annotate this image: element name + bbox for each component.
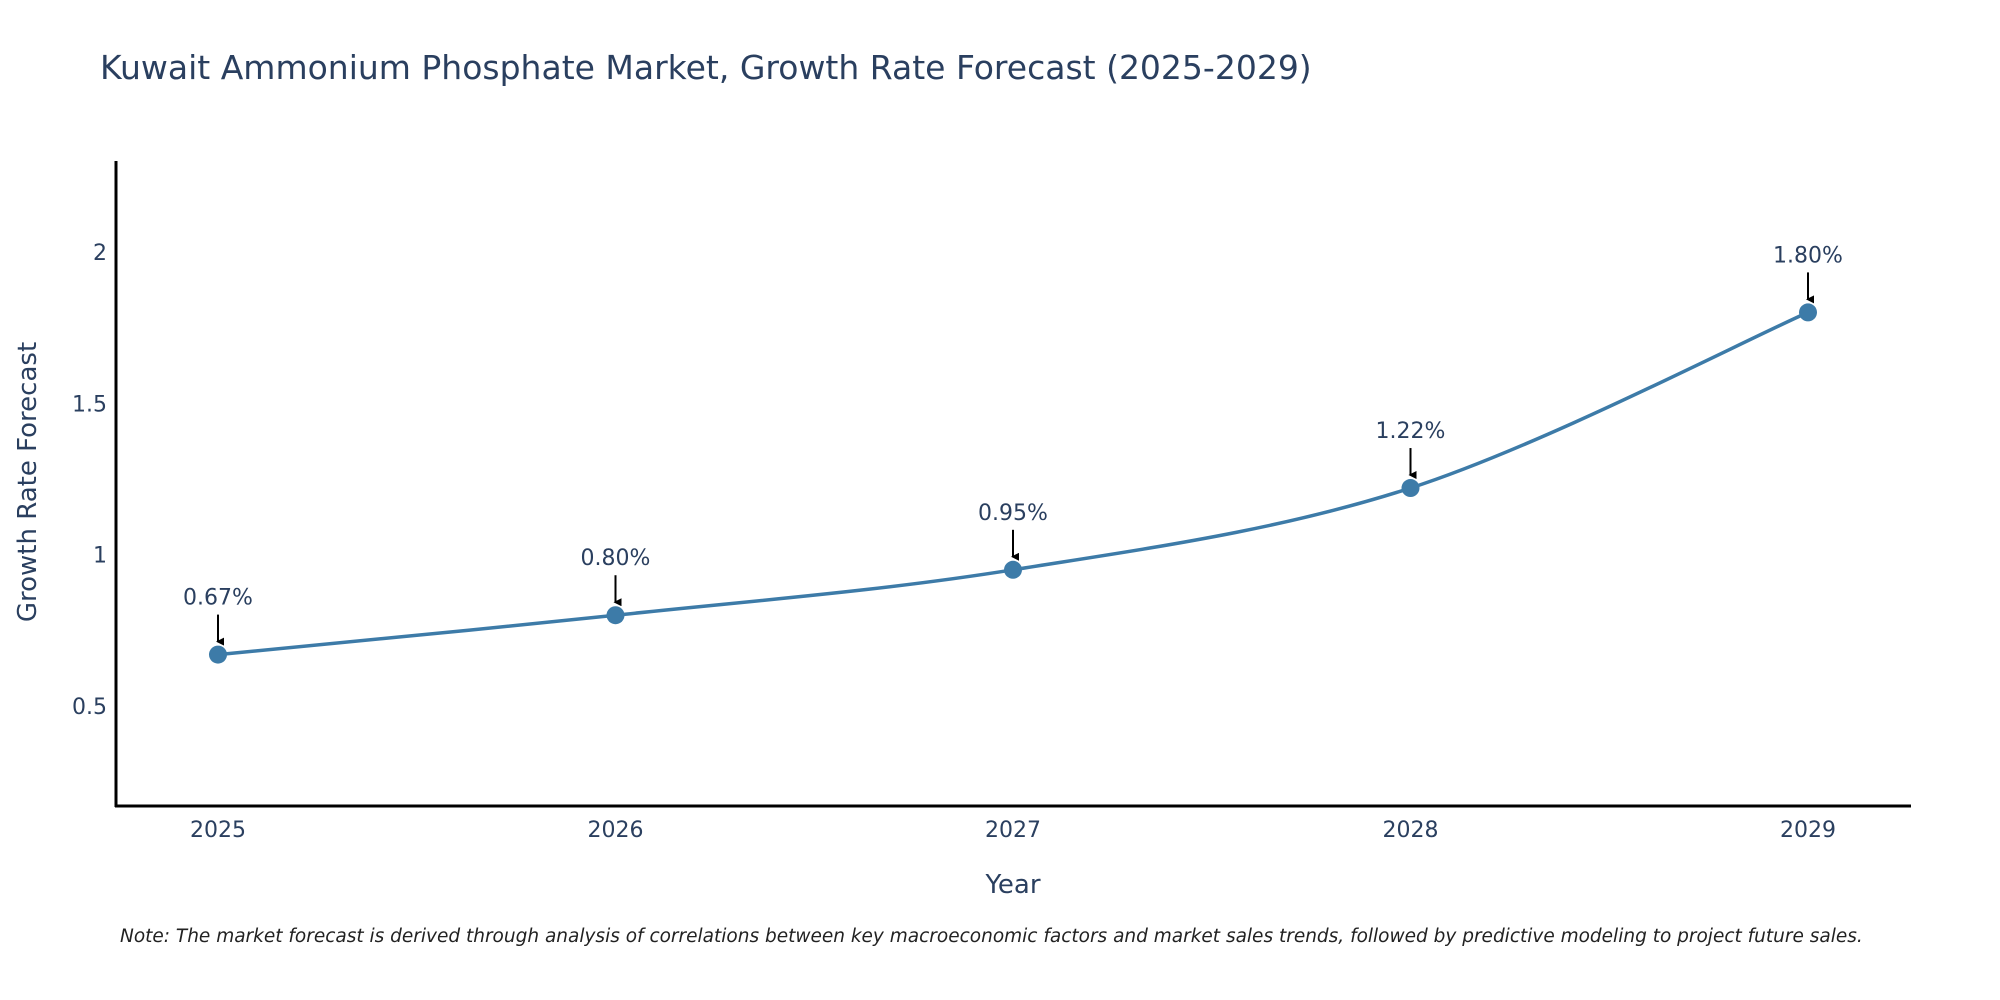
data-label: 0.95% <box>978 501 1048 526</box>
x-tick-label: 2026 <box>588 818 644 843</box>
x-axis-title: Year <box>984 870 1040 900</box>
y-tick-label: 1.5 <box>72 392 107 417</box>
data-label: 1.22% <box>1376 419 1446 444</box>
chart-note: Note: The market forecast is derived thr… <box>120 926 1863 947</box>
y-axis-title: Growth Rate Forecast <box>13 342 43 622</box>
data-point <box>209 645 227 664</box>
data-point <box>1401 479 1420 498</box>
chart-title: Kuwait Ammonium Phosphate Market, Growth… <box>100 48 1312 87</box>
y-tick-label: 1 <box>93 544 107 569</box>
x-tick-label: 2025 <box>190 818 246 843</box>
x-tick-label: 2027 <box>985 818 1041 843</box>
y-tick-label: 2 <box>93 241 107 266</box>
data-point <box>606 606 625 625</box>
x-axis-ticks: 2025 2026 2027 2028 2029 <box>190 818 1836 843</box>
y-tick-label: 0.5 <box>72 695 107 720</box>
data-label: 0.67% <box>183 586 253 611</box>
data-point <box>1799 303 1817 322</box>
x-tick-label: 2029 <box>1780 818 1836 843</box>
y-axis-ticks: 0.5 1 1.5 2 <box>72 241 107 720</box>
data-point <box>1004 560 1022 579</box>
data-label: 0.80% <box>581 546 651 571</box>
data-label: 1.80% <box>1773 243 1843 268</box>
series-line <box>217 310 1809 657</box>
plot-area: 0.67% 0.80% 0.95% 1.22% 1.80% <box>183 243 1843 664</box>
x-tick-label: 2028 <box>1383 818 1439 843</box>
